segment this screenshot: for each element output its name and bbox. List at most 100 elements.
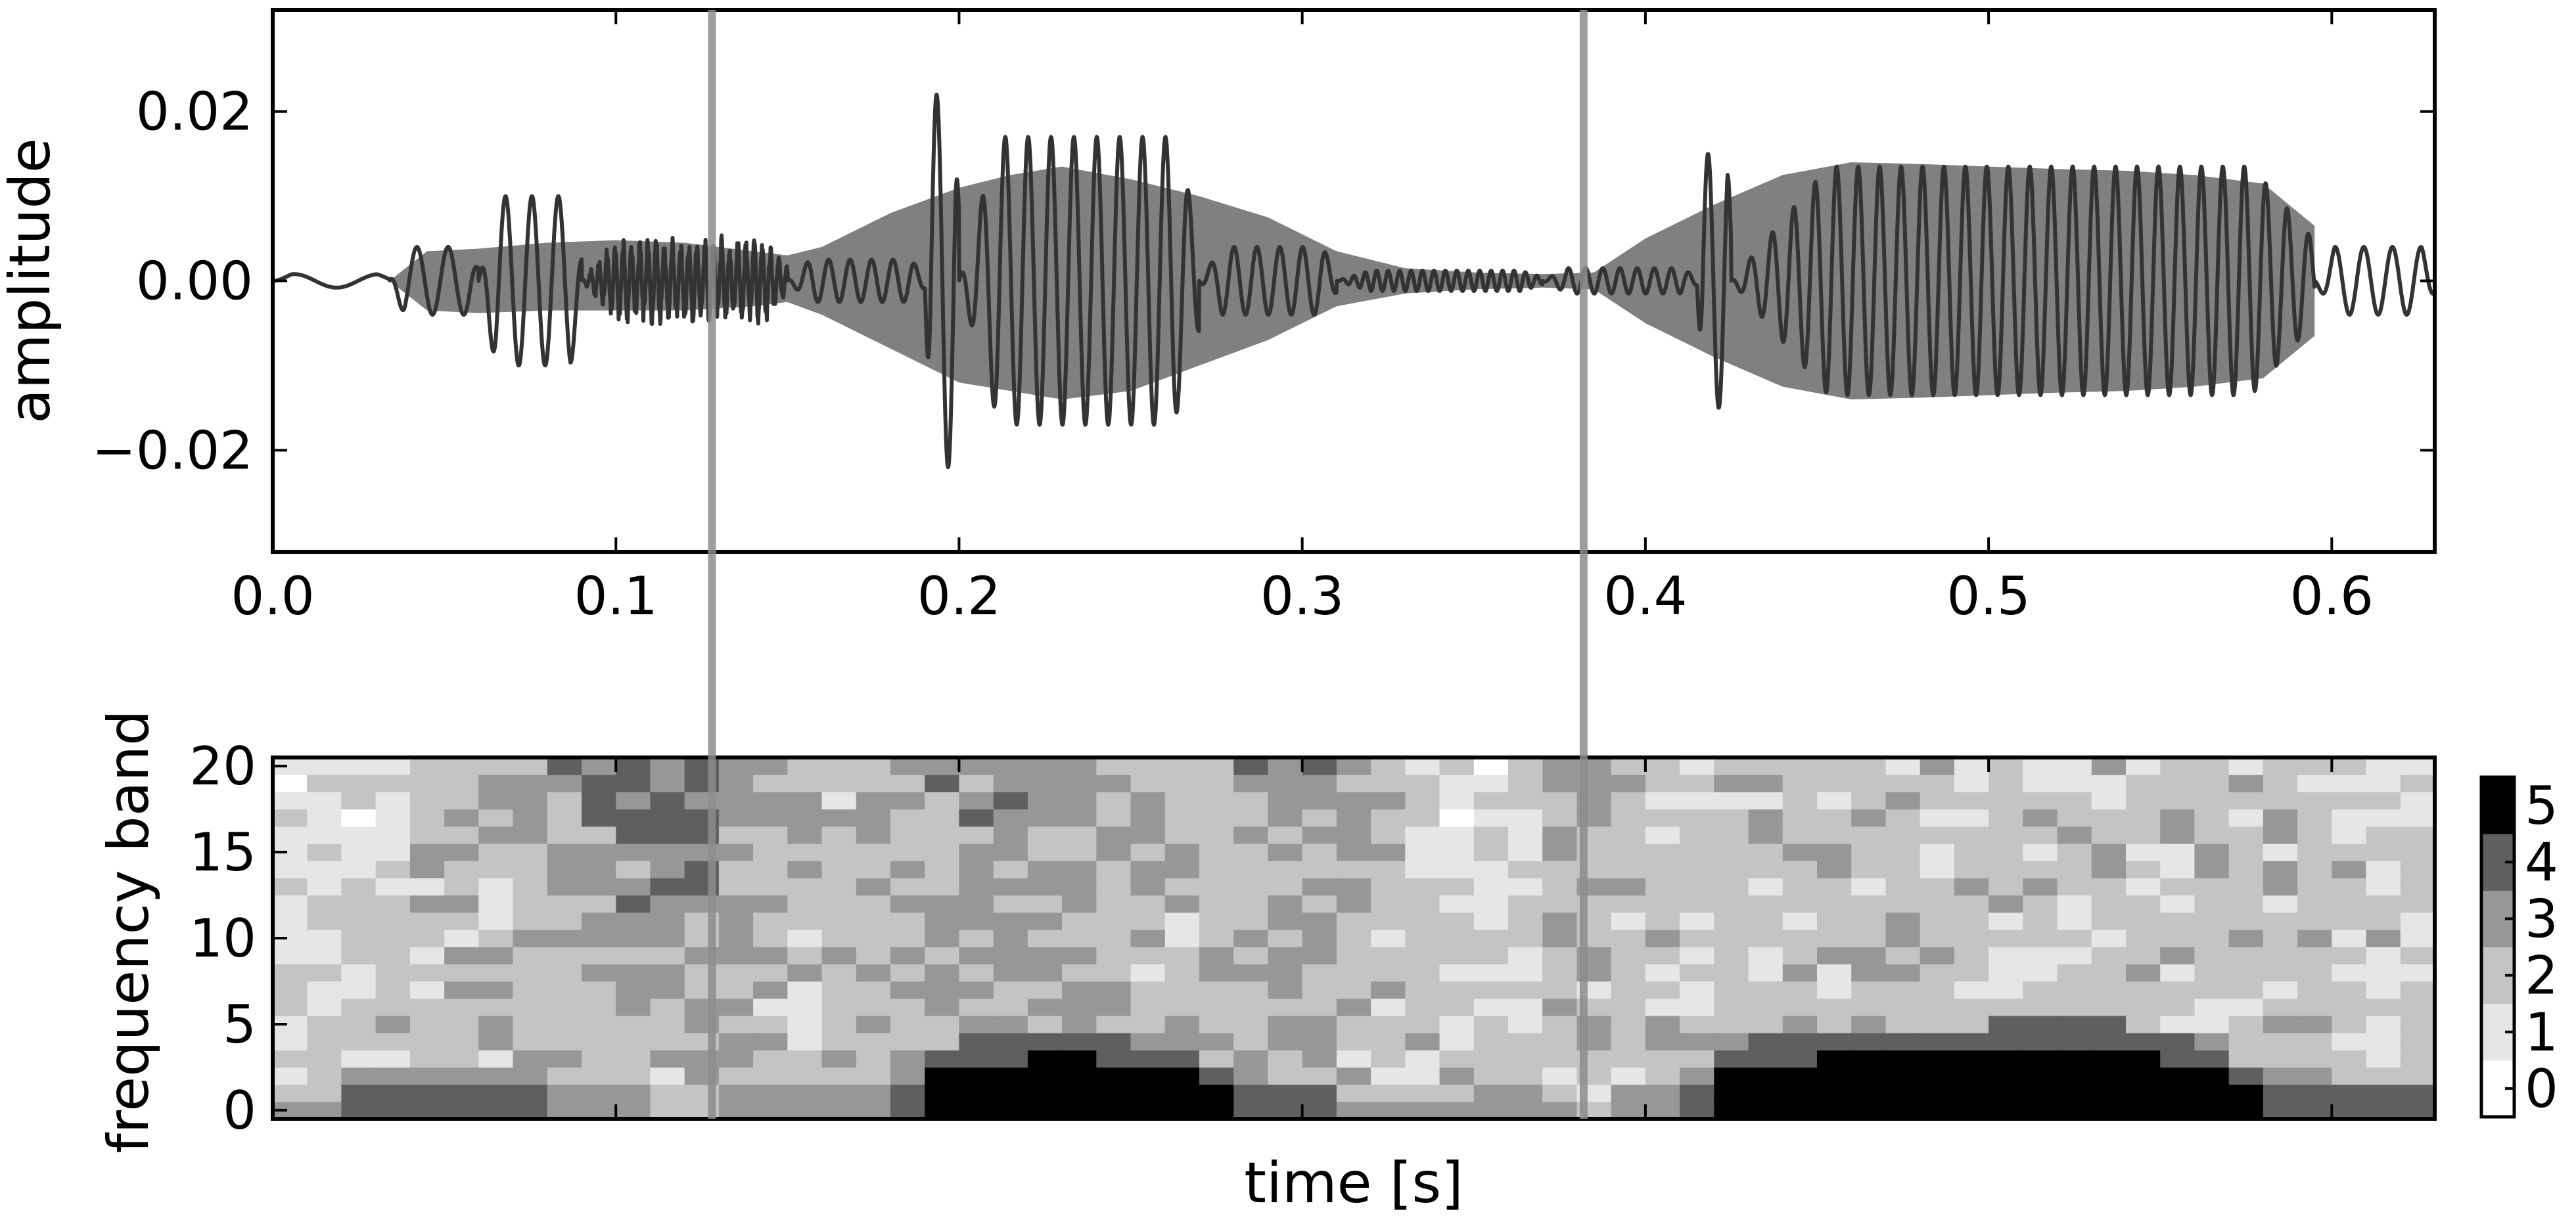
spectrogram-cell — [2194, 792, 2230, 810]
spectrogram-cell — [2160, 861, 2196, 878]
spectrogram-cell — [2194, 775, 2230, 792]
spectrogram-cell — [547, 929, 582, 947]
spectrogram-cell — [2023, 792, 2058, 810]
spectrogram-cell — [1542, 998, 1578, 1016]
spectrogram-cell — [1473, 964, 1509, 982]
spectrogram-cell — [2297, 878, 2332, 896]
spectrogram-cell — [1680, 1067, 1714, 1085]
spectrogram-cell — [1989, 878, 2023, 896]
spectrogram-cell — [1371, 757, 1406, 775]
spectrogram-cell — [1096, 929, 1132, 947]
spectrogram-cell — [1027, 757, 1063, 775]
spectrogram-cell — [2023, 1067, 2058, 1085]
spectrogram-cell — [1164, 792, 1200, 810]
spectrogram-cell — [547, 912, 582, 930]
spectrogram-cell — [1885, 843, 1921, 861]
spectrogram-cell — [2332, 912, 2367, 930]
spectrogram-cell — [375, 929, 411, 947]
spectrogram-cell — [1268, 826, 1303, 844]
spectrogram-cell — [444, 861, 479, 878]
spectrogram-cell — [1542, 1101, 1578, 1119]
spectrogram-cell — [1851, 1050, 1887, 1068]
spectrogram-cell — [753, 861, 788, 878]
spectrogram-cell — [1508, 775, 1543, 792]
spectrogram-cell — [2297, 998, 2332, 1016]
spectrogram-cell — [1268, 1050, 1303, 1068]
spectrogram-cell — [2263, 826, 2298, 844]
spectrogram-cell — [1164, 757, 1200, 775]
spectrogram-cell — [1233, 964, 1269, 982]
spectrogram-cell — [1268, 878, 1303, 896]
spectrogram-cell — [513, 1101, 548, 1119]
spectrogram-cell — [959, 843, 994, 861]
spectrogram-cell — [478, 878, 514, 896]
spectrogram-cell — [753, 1033, 788, 1050]
spectrogram-cell — [375, 998, 411, 1016]
spectrogram-cell — [1817, 998, 1852, 1016]
spectrogram-cell — [2228, 809, 2264, 827]
spectrogram-cell — [1851, 861, 1887, 878]
spectrogram-cell — [1920, 1015, 1955, 1033]
spectrogram-cell — [753, 1101, 788, 1119]
spectrogram-cell — [856, 1067, 891, 1085]
spectrogram-cell — [959, 826, 994, 844]
spectrogram-cell — [959, 1050, 994, 1068]
spectrogram-cell — [1611, 964, 1646, 982]
spectrogram-cell — [2160, 947, 2196, 964]
spectrogram-cell — [478, 912, 514, 930]
spectrogram-cell — [1027, 792, 1063, 810]
spectrogram-cell — [341, 826, 377, 844]
spectrogram-cell — [890, 861, 925, 878]
spectrogram-cell — [959, 861, 994, 878]
spectrogram-cell — [2366, 861, 2401, 878]
spectrogram-cell — [1748, 809, 1783, 827]
spectrogram-cell — [650, 843, 685, 861]
spectrogram-cell — [1371, 895, 1406, 913]
spectrogram-cell — [1062, 843, 1097, 861]
spectrogram-cell — [993, 998, 1028, 1016]
spectrogram-cell — [1508, 1084, 1543, 1102]
spectrogram-cell — [1233, 775, 1269, 792]
spectrogram-cell — [1989, 998, 2023, 1016]
spectrogram-cell — [1680, 878, 1714, 896]
spectrogram-cell — [1611, 981, 1646, 999]
spectrogram-cell — [718, 929, 754, 947]
spectrogram-cell — [1268, 895, 1303, 913]
spectrogram-cell — [616, 1050, 651, 1068]
spectrogram-cell — [1680, 981, 1714, 999]
spectrogram-cell — [1611, 826, 1646, 844]
spectrogram-cell — [2160, 981, 2196, 999]
spectrogram-cell — [2366, 1050, 2401, 1068]
spectrogram-cell — [1336, 964, 1371, 982]
spectrogram-cell — [787, 826, 823, 844]
spectrogram-cell — [1508, 757, 1543, 775]
spectrogram-cell — [2263, 792, 2298, 810]
spectrogram-cell — [2091, 912, 2127, 930]
spectrogram-cell — [547, 826, 582, 844]
spectrogram-cell — [1405, 1101, 1440, 1119]
spectrogram-cell — [341, 964, 377, 982]
waveform-ticks: 0.0 0.1 0.2 0.3 0.4 0.5 0.6 0.02 0.00 −0.02 — [92, 10, 2435, 627]
spectrogram-cell — [1371, 1084, 1406, 1102]
spectrogram-cell — [1989, 1050, 2023, 1068]
spectrogram-cell — [616, 861, 651, 878]
spectrogram-cell — [582, 964, 616, 982]
spectrogram-cell — [1782, 998, 1818, 1016]
spectrogram-cell — [2194, 912, 2230, 930]
spectrogram-cell — [925, 929, 960, 947]
spectrogram-cell — [1062, 981, 1097, 999]
spectrogram-cell — [1817, 792, 1852, 810]
spectrogram-cell — [1473, 998, 1509, 1016]
spectrogram-cell — [925, 964, 960, 982]
spectrogram-cell — [1714, 998, 1749, 1016]
spectrogram-cell — [1645, 775, 1680, 792]
spectrogram-cell — [1817, 895, 1852, 913]
spectrogram-cell — [1130, 912, 1166, 930]
spectrogram-cell — [1645, 809, 1680, 827]
spectrogram-cell — [2297, 964, 2332, 982]
spectrogram-cell — [1782, 843, 1818, 861]
spectrogram-cell — [1164, 775, 1200, 792]
spectrogram-cell — [375, 895, 411, 913]
spectrogram-cell — [2091, 998, 2127, 1016]
spectrogram-cell — [1199, 775, 1234, 792]
